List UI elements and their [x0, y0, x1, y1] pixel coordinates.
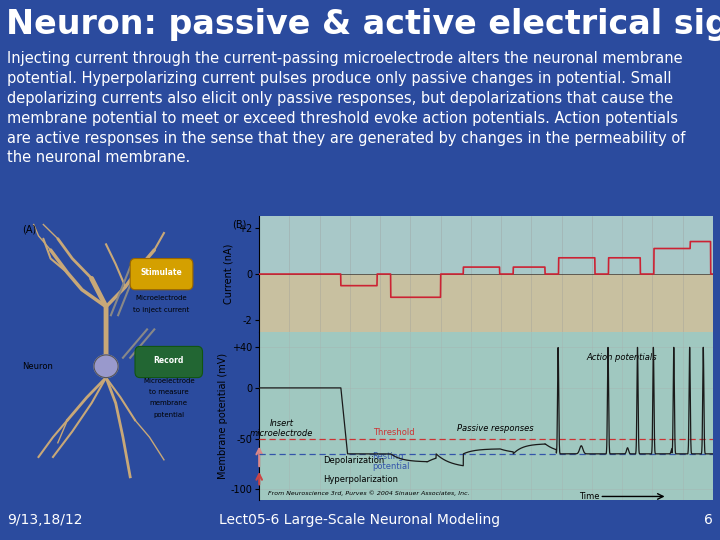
Text: Resting
potential: Resting potential	[373, 452, 410, 471]
Text: to inject current: to inject current	[133, 307, 189, 313]
FancyBboxPatch shape	[135, 347, 202, 377]
Text: Lect05-6 Large-Scale Neuronal Modeling: Lect05-6 Large-Scale Neuronal Modeling	[220, 513, 500, 526]
Text: potential: potential	[153, 411, 184, 417]
Text: Stimulate: Stimulate	[140, 268, 182, 277]
Text: Record: Record	[153, 356, 184, 365]
Text: Insert
microelectrode: Insert microelectrode	[250, 419, 314, 438]
Text: Passive responses: Passive responses	[456, 424, 534, 433]
Text: membrane: membrane	[150, 400, 188, 406]
Text: Time: Time	[579, 492, 599, 501]
Ellipse shape	[94, 355, 118, 377]
Text: (B): (B)	[232, 219, 246, 230]
Text: 9/13,18/12: 9/13,18/12	[7, 513, 83, 526]
FancyBboxPatch shape	[130, 259, 193, 289]
Text: Threshold: Threshold	[373, 428, 414, 437]
Text: Injecting current through the current-passing microelectrode alters the neuronal: Injecting current through the current-pa…	[7, 51, 685, 165]
Text: Depolarization: Depolarization	[323, 456, 384, 465]
Text: Neuron: Neuron	[22, 362, 53, 371]
Text: to measure: to measure	[149, 389, 189, 395]
Text: Neuron: passive & active electrical signals: Neuron: passive & active electrical sign…	[6, 8, 720, 41]
Text: Microelectrode: Microelectrode	[143, 377, 194, 383]
Text: From Neuroscience 3rd, Purves © 2004 Sinauer Associates, Inc.: From Neuroscience 3rd, Purves © 2004 Sin…	[269, 490, 469, 496]
Y-axis label: Membrane potential (mV): Membrane potential (mV)	[217, 353, 228, 479]
Text: (A): (A)	[22, 225, 36, 234]
Y-axis label: Current (nA): Current (nA)	[224, 244, 234, 304]
Text: Hyperpolarization: Hyperpolarization	[323, 475, 397, 484]
Bar	[259, 216, 713, 274]
Text: Microelectrode: Microelectrode	[135, 295, 187, 301]
Text: Action potentials: Action potentials	[587, 353, 657, 362]
Text: 6: 6	[704, 513, 713, 526]
